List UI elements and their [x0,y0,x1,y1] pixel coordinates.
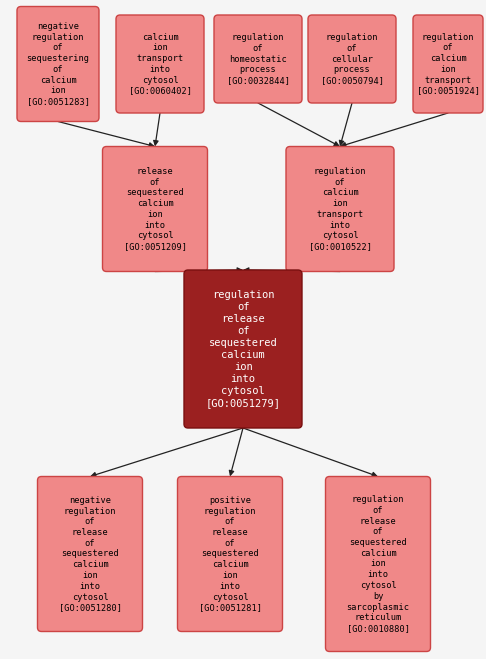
FancyBboxPatch shape [286,146,394,272]
FancyBboxPatch shape [308,15,396,103]
Text: regulation
of
calcium
ion
transport
into
cytosol
[GO:0010522]: regulation of calcium ion transport into… [309,167,371,251]
Text: calcium
ion
transport
into
cytosol
[GO:0060402]: calcium ion transport into cytosol [GO:0… [128,33,191,96]
Text: release
of
sequestered
calcium
ion
into
cytosol
[GO:0051209]: release of sequestered calcium ion into … [123,167,187,251]
FancyBboxPatch shape [326,476,431,652]
Text: negative
regulation
of
release
of
sequestered
calcium
ion
into
cytosol
[GO:00512: negative regulation of release of seques… [58,496,122,612]
Text: regulation
of
cellular
process
[GO:0050794]: regulation of cellular process [GO:00507… [320,33,383,85]
FancyBboxPatch shape [116,15,204,113]
FancyBboxPatch shape [17,7,99,121]
Text: regulation
of
release
of
sequestered
calcium
ion
into
cytosol
by
sarcoplasmic
re: regulation of release of sequestered cal… [347,495,410,633]
Text: regulation
of
release
of
sequestered
calcium
ion
into
cytosol
[GO:0051279]: regulation of release of sequestered cal… [206,290,280,408]
FancyBboxPatch shape [184,270,302,428]
Text: negative
regulation
of
sequestering
of
calcium
ion
[GO:0051283]: negative regulation of sequestering of c… [27,22,89,106]
FancyBboxPatch shape [177,476,282,631]
FancyBboxPatch shape [37,476,142,631]
Text: positive
regulation
of
release
of
sequestered
calcium
ion
into
cytosol
[GO:00512: positive regulation of release of seques… [198,496,261,612]
FancyBboxPatch shape [413,15,483,113]
Text: regulation
of
calcium
ion
transport
[GO:0051924]: regulation of calcium ion transport [GO:… [417,33,480,96]
FancyBboxPatch shape [103,146,208,272]
Text: regulation
of
homeostatic
process
[GO:0032844]: regulation of homeostatic process [GO:00… [226,33,290,85]
FancyBboxPatch shape [214,15,302,103]
